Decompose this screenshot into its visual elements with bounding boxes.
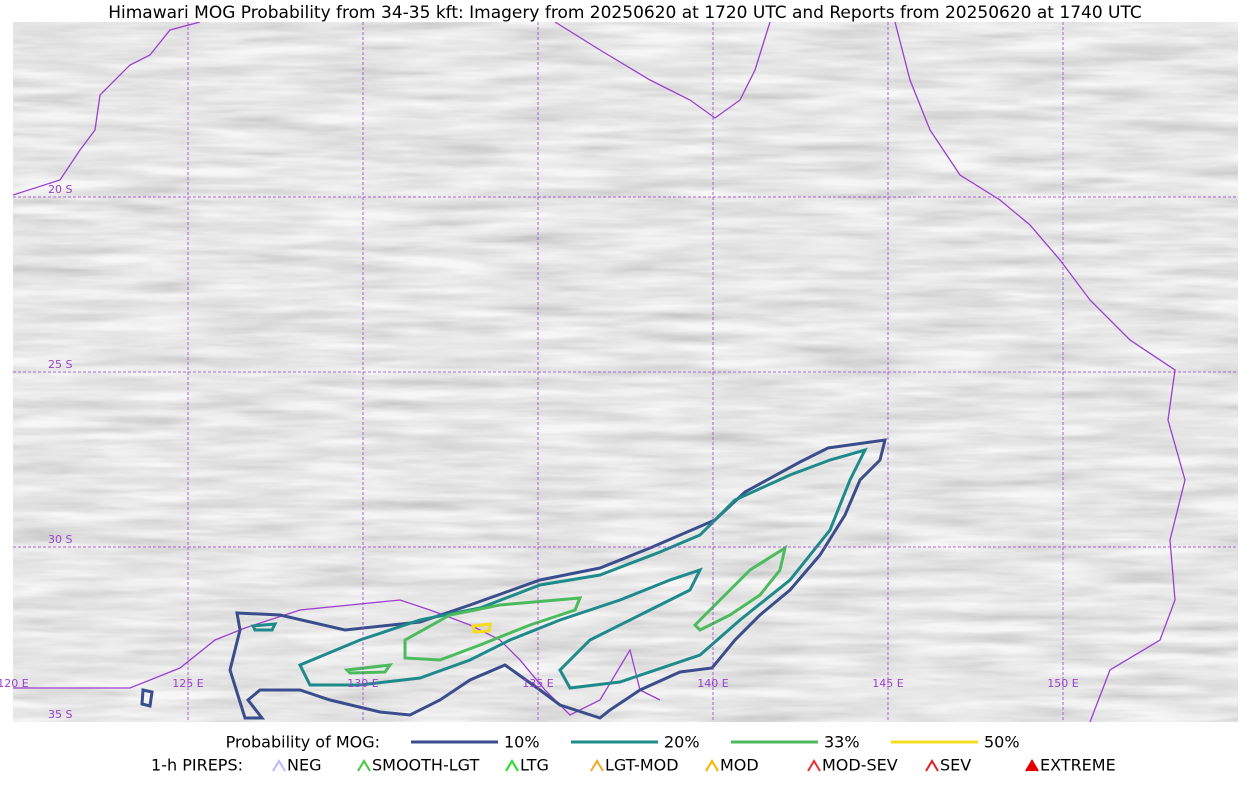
legend-label: LGT-MOD <box>605 756 679 775</box>
legend-label: 20% <box>664 733 700 752</box>
pirep-symbol <box>357 759 371 772</box>
lon-label: 150 E <box>1047 677 1078 690</box>
legend-label: NEG <box>287 756 321 775</box>
legend-title: 1-h PIREPS: <box>151 756 243 775</box>
title: Himawari MOG Probability from 34-35 kft:… <box>108 3 1142 23</box>
legend-label: 33% <box>824 733 860 752</box>
lon-label: 140 E <box>697 677 728 690</box>
mog-contours <box>140 438 887 720</box>
grid-labels: 120 E 125 E 130 E 135 E 140 E 145 E 150 E 20 S 2… <box>0 183 1079 721</box>
pirep-symbol <box>505 759 519 772</box>
legend-label: EXTREME <box>1040 756 1116 775</box>
lon-label: 135 E <box>522 677 553 690</box>
lon-label: 130 E <box>347 677 378 690</box>
graticule <box>13 22 1238 722</box>
pirep-symbol <box>1025 759 1039 772</box>
pirep-symbol <box>807 759 821 772</box>
lat-label: 35 S <box>48 708 72 721</box>
legend-label: MOD-SEV <box>822 756 898 775</box>
lon-label: 145 E <box>872 677 903 690</box>
pirep-symbol <box>272 759 286 772</box>
pirep-symbol <box>705 759 719 772</box>
coastline <box>13 22 1186 722</box>
map <box>13 22 1238 722</box>
lat-label: 30 S <box>48 533 72 546</box>
legend: Probability of MOG: 1-h PIREPS: 10% 20% 33… <box>151 733 1116 775</box>
lon-label: 120 E <box>0 677 29 690</box>
legend-title: Probability of MOG: <box>226 733 380 752</box>
legend-label: MOD <box>720 756 759 775</box>
legend-label: 10% <box>504 733 540 752</box>
legend-label: 50% <box>984 733 1020 752</box>
legend-label: LTG <box>520 756 549 775</box>
lat-label: 25 S <box>48 358 72 371</box>
legend-label: SMOOTH-LGT <box>372 756 479 775</box>
legend-label: SEV <box>940 756 971 775</box>
lat-label: 20 S <box>48 183 72 196</box>
pirep-symbol <box>925 759 939 772</box>
pirep-symbol <box>590 759 604 772</box>
lon-label: 125 E <box>172 677 203 690</box>
